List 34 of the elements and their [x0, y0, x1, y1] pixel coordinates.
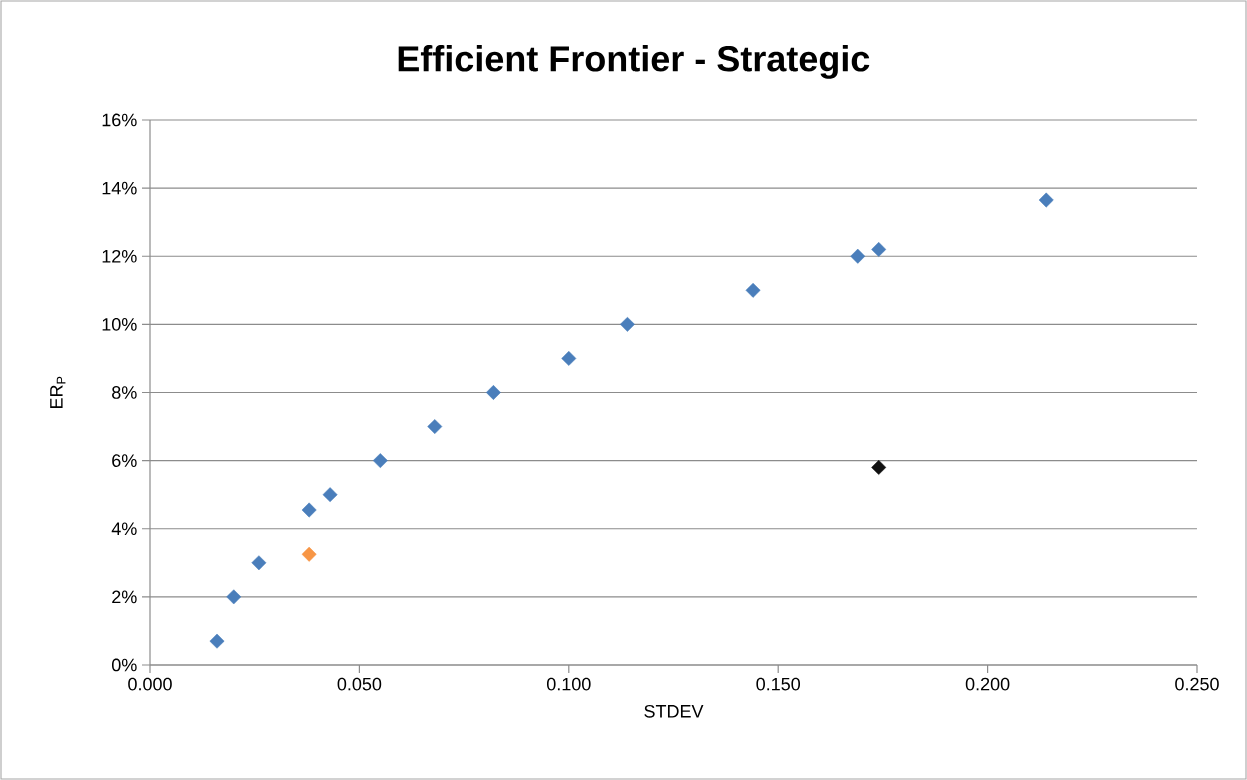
y-tick-label: 14% — [102, 181, 137, 195]
x-tick-label: 0.250 — [1175, 677, 1219, 691]
y-tick-label: 0% — [111, 658, 137, 672]
chart-title: Efficient Frontier - Strategic — [398, 45, 870, 79]
x-tick-label: 0.050 — [337, 677, 382, 691]
point — [871, 241, 887, 257]
y-tick-label: 12% — [102, 249, 137, 263]
point — [745, 282, 761, 298]
point — [322, 487, 338, 503]
x-axis-title: STDEV — [644, 704, 704, 718]
point — [226, 589, 242, 605]
y-axis-title: ER$_{P}$ — [50, 376, 66, 409]
point — [301, 502, 317, 518]
y-tick-label: 6% — [112, 454, 137, 467]
x-tick-label: 0.200 — [965, 677, 1010, 691]
point — [372, 453, 388, 469]
y-tick-label: 4% — [111, 522, 137, 536]
point — [301, 546, 317, 562]
point — [209, 633, 225, 649]
point — [871, 459, 887, 475]
point — [561, 350, 577, 366]
y-tick-label: 16% — [102, 113, 137, 127]
point — [485, 385, 501, 400]
point — [620, 316, 635, 332]
point — [850, 248, 866, 264]
y-tick-label: 8% — [112, 386, 137, 399]
point — [427, 419, 443, 434]
y-tick-label: 2% — [112, 590, 137, 604]
x-tick-label: 0.000 — [128, 677, 172, 691]
point — [251, 555, 267, 571]
point — [1038, 192, 1054, 208]
x-tick-label: 0.150 — [756, 677, 801, 691]
y-tick-label: 10% — [102, 317, 137, 331]
x-tick-label: 0.100 — [546, 677, 591, 691]
